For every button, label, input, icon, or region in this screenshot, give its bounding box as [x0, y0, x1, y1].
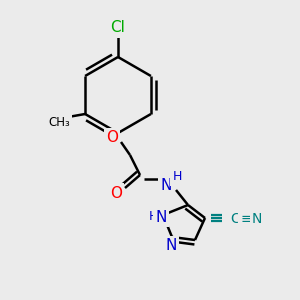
Text: N: N [155, 209, 167, 224]
Text: H: H [148, 211, 158, 224]
Text: O: O [106, 130, 118, 146]
Text: N: N [252, 212, 262, 226]
Text: N: N [160, 178, 172, 193]
Text: Cl: Cl [111, 20, 125, 35]
Text: ≡: ≡ [240, 212, 252, 226]
Text: C: C [230, 212, 240, 226]
Text: H: H [172, 170, 182, 184]
Text: CH₃: CH₃ [48, 116, 70, 130]
Text: N: N [165, 238, 177, 253]
Text: O: O [110, 185, 122, 200]
